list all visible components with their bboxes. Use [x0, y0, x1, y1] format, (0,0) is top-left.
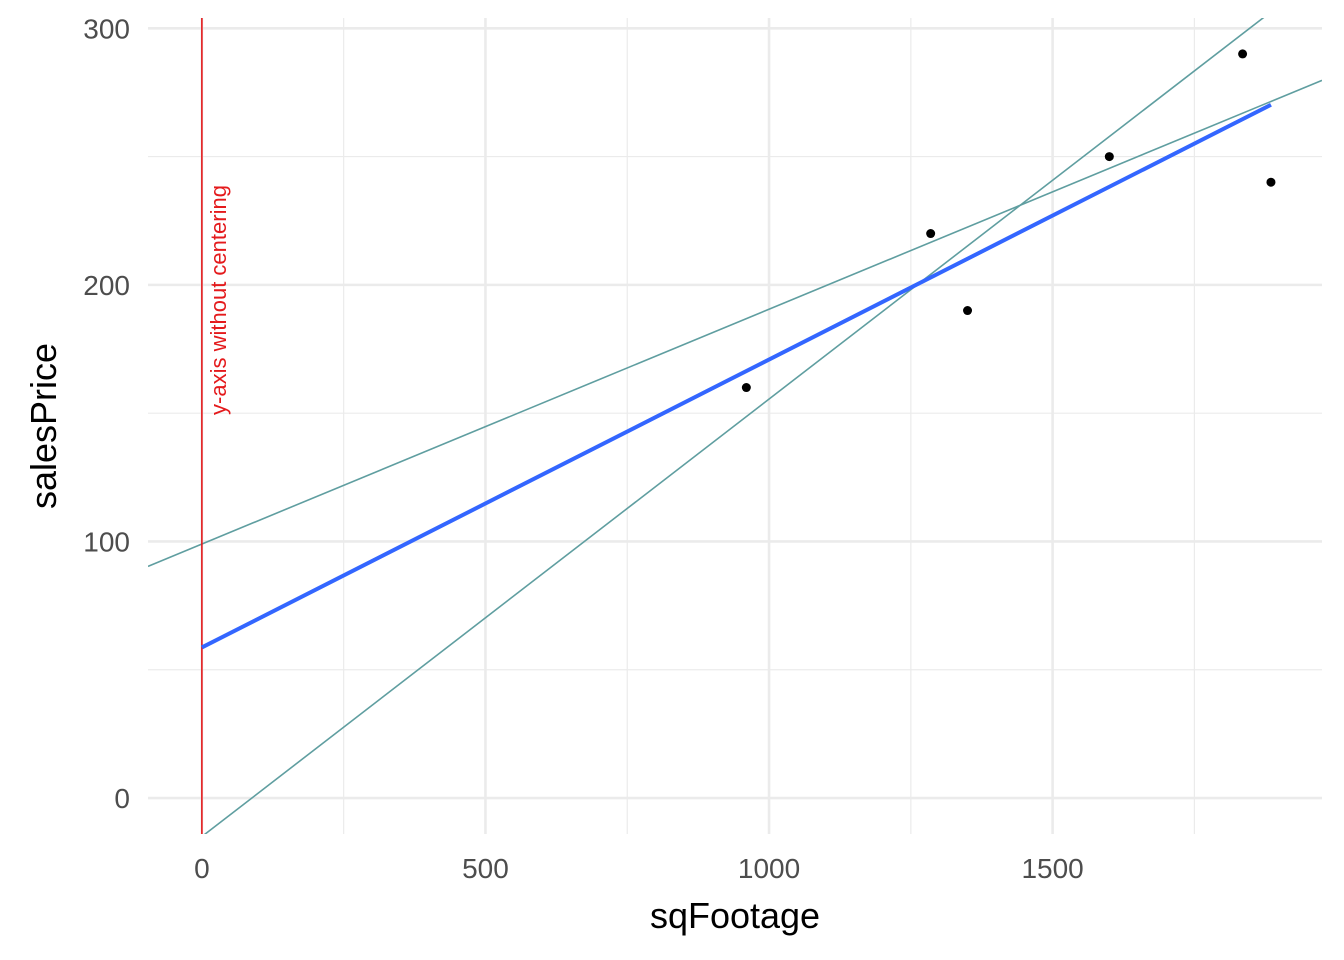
x-tick-label: 500	[462, 853, 509, 884]
y-tick-label: 100	[83, 526, 130, 557]
data-point	[1104, 152, 1114, 162]
reference-line-2	[203, 18, 1265, 834]
regression-fit-line	[200, 102, 1272, 650]
x-axis-tick-labels: 0 500 1000 1500	[194, 853, 1084, 884]
y-tick-label: 300	[83, 13, 130, 44]
y-tick-label: 200	[83, 270, 130, 301]
y-axis-tick-labels: 0 100 200 300	[83, 13, 130, 814]
x-axis-title: sqFootage	[650, 895, 820, 936]
fit-line	[200, 102, 1272, 650]
data-point	[926, 229, 936, 239]
x-tick-label: 1000	[738, 853, 800, 884]
data-points	[741, 49, 1276, 393]
y-axis-title: salesPrice	[23, 343, 64, 509]
vline-annotation: y-axis without centering	[206, 185, 231, 415]
reference-lines	[148, 18, 1322, 834]
x-tick-label: 1500	[1021, 853, 1083, 884]
data-point	[1238, 49, 1248, 59]
data-point	[1266, 177, 1276, 187]
y-tick-label: 0	[114, 783, 130, 814]
reference-line-1	[148, 79, 1322, 568]
data-point	[741, 383, 751, 393]
data-point	[963, 306, 973, 316]
x-tick-label: 0	[194, 853, 210, 884]
grid-lines	[148, 18, 1322, 834]
